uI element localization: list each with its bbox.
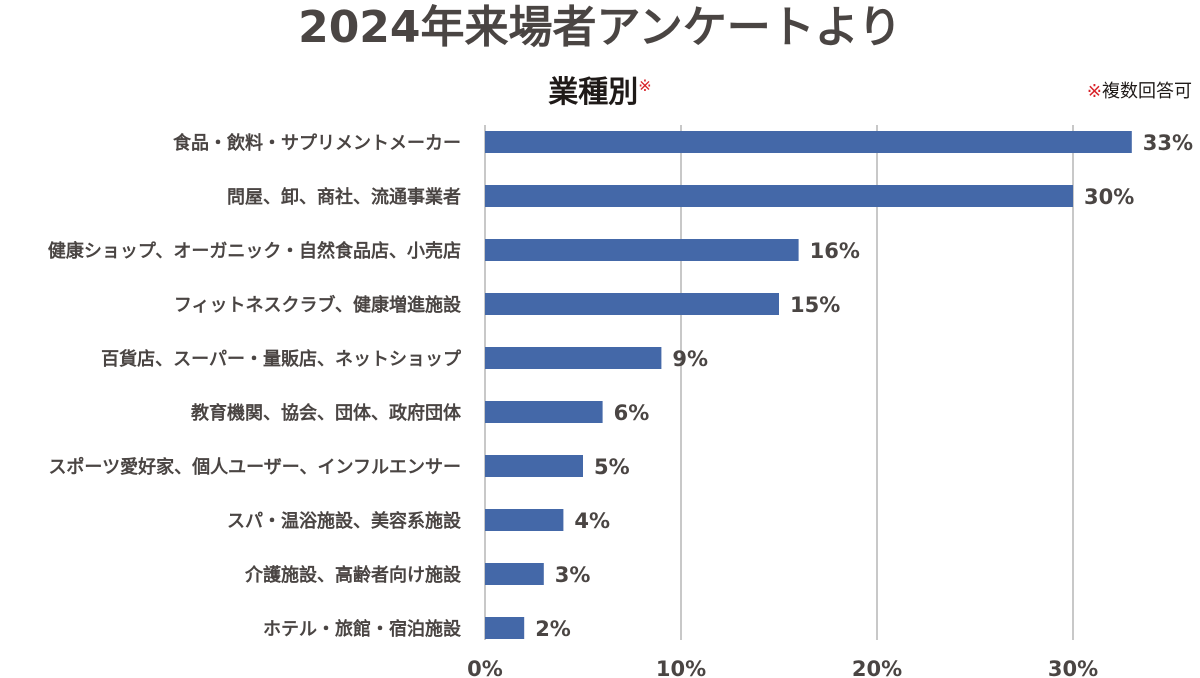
bar <box>485 563 544 585</box>
bar <box>485 185 1073 207</box>
bar <box>485 455 583 477</box>
data-label: 15% <box>790 293 840 317</box>
data-label: 30% <box>1084 185 1134 209</box>
note-mark: ※ <box>1086 81 1102 102</box>
chart-subtitle: 業種別※ <box>0 66 1200 113</box>
bar <box>485 401 603 423</box>
category-label: 百貨店、スーパー・量販店、ネットショップ <box>101 348 462 370</box>
x-tick-label: 20% <box>852 657 902 678</box>
data-label: 2% <box>535 617 571 641</box>
x-tick-label: 10% <box>656 657 706 678</box>
bar <box>485 293 779 315</box>
category-label: 問屋、卸、商社、流通事業者 <box>227 186 461 208</box>
data-label: 16% <box>810 239 860 263</box>
subtitle-note-mark: ※ <box>638 76 652 95</box>
x-tick-label: 30% <box>1048 657 1098 678</box>
category-label: スポーツ愛好家、個人ユーザー、インフルエンサー <box>48 456 461 478</box>
multiple-answer-note: ※複数回答可 <box>1087 80 1192 104</box>
subtitle-text: 業種別 <box>548 75 639 110</box>
data-label: 3% <box>555 563 591 587</box>
category-label: 教育機関、協会、団体、政府団体 <box>191 402 462 424</box>
category-label: フィットネスクラブ、健康増進施設 <box>174 294 462 316</box>
category-label: スパ・温浴施設、美容系施設 <box>227 510 462 532</box>
category-label: 介護施設、高齢者向け施設 <box>244 564 462 586</box>
category-label: 健康ショップ、オーガニック・自然食品店、小売店 <box>48 240 461 262</box>
bar <box>485 509 564 531</box>
data-label: 33% <box>1143 131 1193 155</box>
bar <box>485 239 799 261</box>
data-label: 4% <box>574 509 610 533</box>
bar <box>485 131 1132 153</box>
x-tick-label: 0% <box>467 657 503 678</box>
bar <box>485 347 662 369</box>
data-label: 9% <box>672 347 708 371</box>
category-label: 食品・飲料・サプリメントメーカー <box>172 132 461 154</box>
data-label: 5% <box>594 455 630 479</box>
note-text: 複数回答可 <box>1102 81 1192 102</box>
bar <box>485 617 525 639</box>
chart-title: 2024年来場者アンケートより <box>298 2 902 53</box>
category-label: ホテル・旅館・宿泊施設 <box>263 618 462 640</box>
data-label: 6% <box>614 401 650 425</box>
